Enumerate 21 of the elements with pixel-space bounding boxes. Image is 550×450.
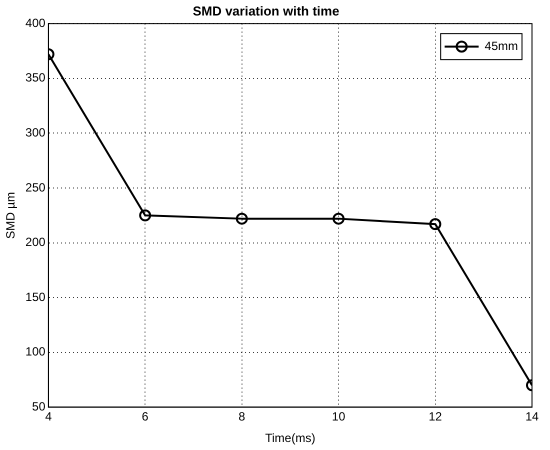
y-tick-label: 50 [32, 400, 46, 414]
x-tick-label: 8 [238, 410, 246, 424]
point [332, 212, 345, 225]
y-tick-label: 400 [25, 16, 46, 30]
x-axis-title: Time(ms) [265, 431, 316, 446]
y-tick-label: 250 [25, 180, 46, 194]
x-tick-label: 14 [525, 410, 539, 424]
x-tick-label: 4 [45, 410, 52, 424]
x-tick-label: 6 [142, 410, 149, 424]
chart-title: SMD variation with time [192, 3, 340, 18]
legend-label: 45mm [484, 38, 518, 53]
x-tick-label: 10 [332, 410, 346, 424]
point [236, 212, 248, 225]
y-tick-label: 350 [25, 70, 46, 85]
x-tick-label: 12 [428, 410, 442, 424]
y-tick-label: 300 [25, 126, 46, 140]
y-axis-title: SMD µm [4, 192, 18, 239]
point [139, 209, 152, 222]
y-tick-label: 150 [25, 290, 46, 304]
y-tick-label: 100 [25, 344, 46, 359]
y-tick-label: 200 [25, 235, 46, 250]
